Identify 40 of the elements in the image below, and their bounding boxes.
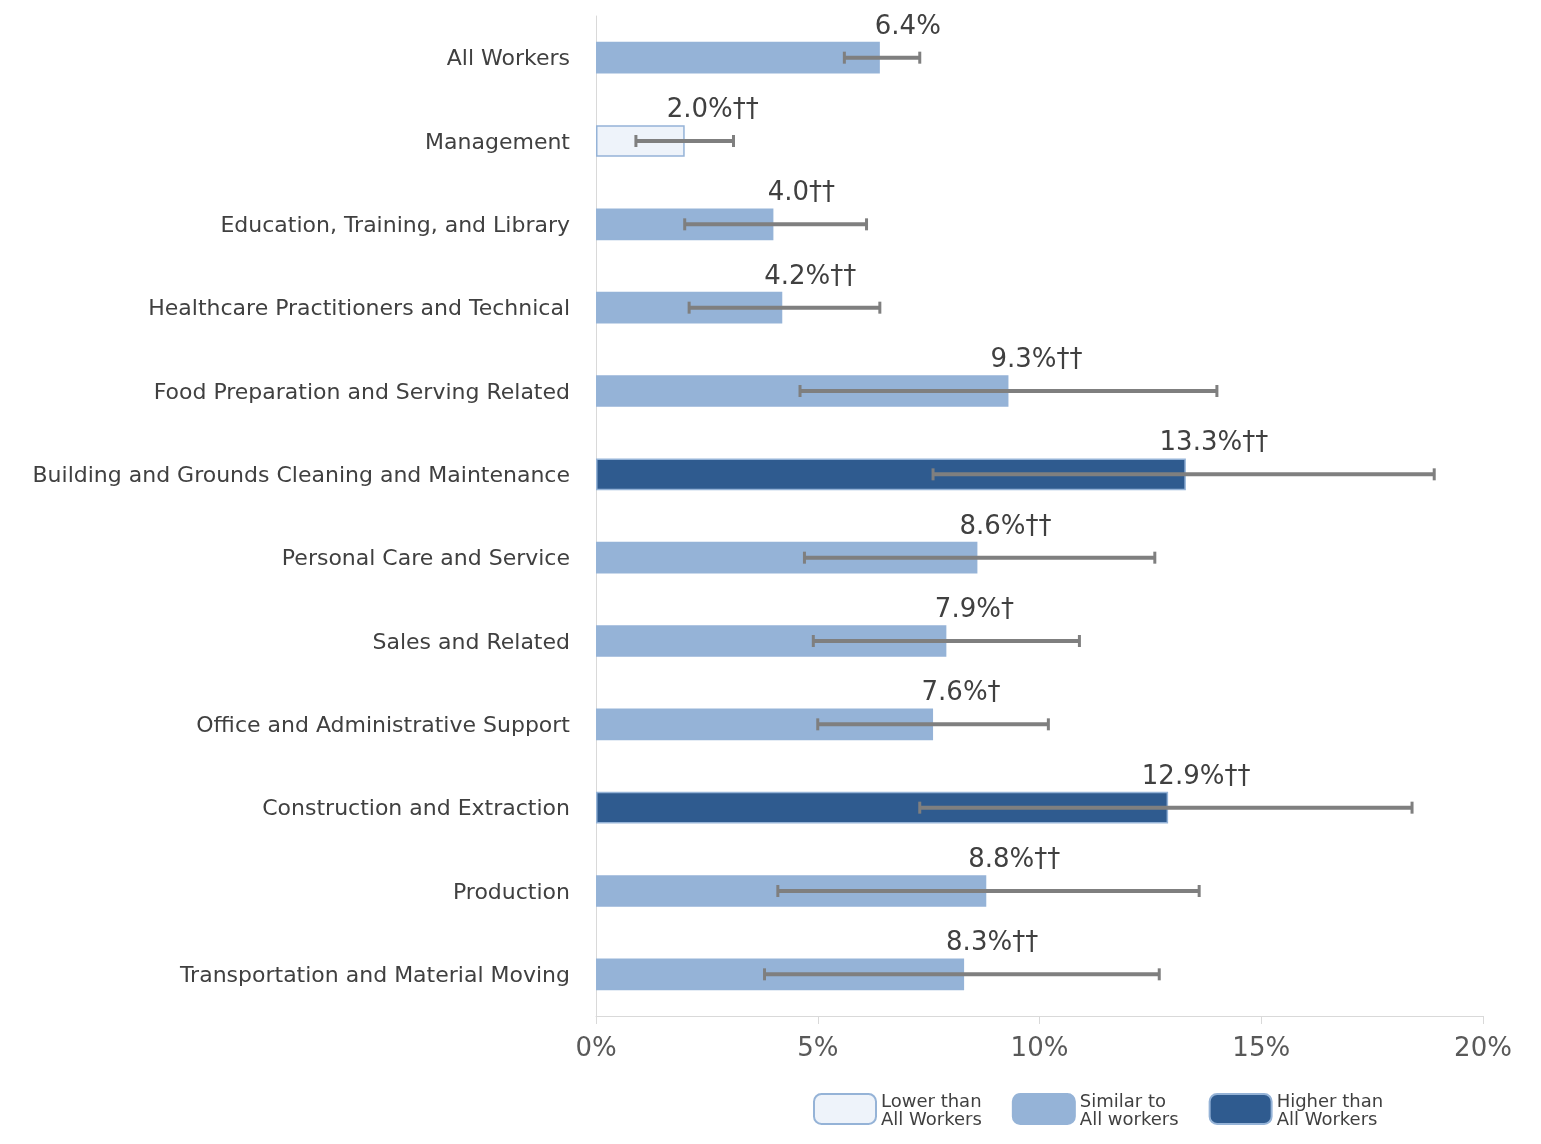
y-tick-label: Personal Care and Service [281, 545, 570, 571]
legend-label: Similar to All workers [1079, 1089, 1179, 1129]
y-tick-label: Sales and Related [372, 628, 570, 654]
y-tick-label: Education, Training, and Library [220, 211, 570, 237]
data-label: 9.3%†† [990, 343, 1083, 373]
data-label: 12.9%†† [1141, 759, 1251, 790]
bar [596, 291, 783, 324]
x-tick-label: 20% [1454, 1032, 1512, 1062]
data-label: 13.3%†† [1159, 426, 1269, 457]
data-label: 7.6%† [921, 676, 1001, 707]
data-label: 7.9%† [934, 593, 1014, 623]
data-label: 8.8%†† [968, 843, 1061, 873]
y-tick-label: Production [452, 878, 570, 904]
bar [596, 41, 880, 74]
x-tick-label: 15% [1232, 1032, 1291, 1062]
bar [596, 625, 947, 657]
y-tick-label: Transportation and Material Moving [178, 961, 570, 987]
y-tick-label: Building and Grounds Cleaning and Maintenance [32, 461, 570, 487]
data-label: 4.2%†† [764, 259, 857, 290]
data-label: 2.0%†† [666, 93, 759, 123]
bar [596, 458, 1186, 491]
data-label: 8.3%†† [946, 926, 1039, 957]
y-tick-label: Healthcare Practitioners and Technical [148, 295, 570, 321]
y-tick-label: All Workers [446, 45, 570, 71]
bar [596, 708, 934, 741]
y-tick-label: Food Preparation and Serving Related [153, 378, 570, 404]
legend-label: Lower than All Workers [881, 1089, 982, 1129]
bar [596, 208, 774, 241]
data-label: 6.4% [874, 9, 941, 40]
x-tick-label: 0% [575, 1032, 617, 1062]
y-tick-label: Construction and Extraction [262, 795, 570, 821]
y-tick-label: Office and Administrative Support [196, 711, 571, 737]
bar [596, 791, 1169, 824]
legend-label: Higher than All Workers [1276, 1089, 1384, 1129]
data-label: 4.0†† [767, 176, 836, 207]
x-tick-label: 5% [797, 1032, 839, 1062]
data-label: 8.6%†† [959, 509, 1052, 540]
x-tick-label: 10% [1010, 1032, 1069, 1062]
bar [596, 541, 978, 574]
y-tick-label: Management [425, 128, 571, 154]
